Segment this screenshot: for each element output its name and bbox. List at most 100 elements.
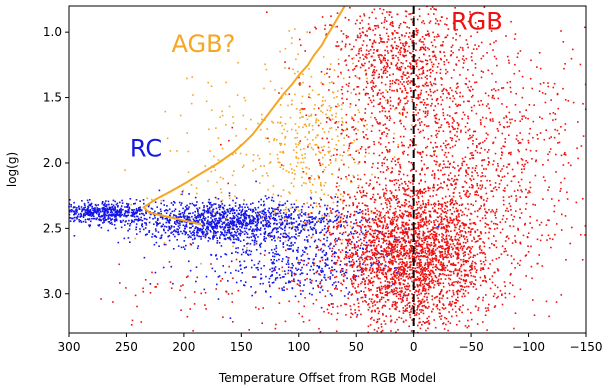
- data-point: [129, 241, 131, 243]
- data-point: [370, 210, 373, 212]
- data-point: [135, 223, 138, 225]
- data-point: [285, 93, 287, 96]
- data-point: [311, 124, 314, 127]
- data-point: [96, 209, 98, 211]
- data-point: [123, 215, 125, 217]
- data-point: [417, 216, 419, 219]
- data-point: [428, 235, 430, 238]
- data-point: [259, 233, 262, 235]
- data-point: [120, 226, 123, 229]
- data-point: [333, 96, 336, 99]
- data-point: [306, 138, 309, 141]
- data-point: [310, 75, 313, 78]
- data-point: [380, 285, 383, 288]
- data-point: [476, 323, 479, 325]
- data-point: [91, 214, 94, 217]
- data-point: [310, 175, 313, 177]
- data-point: [253, 234, 256, 236]
- data-point: [395, 269, 397, 271]
- data-point: [530, 245, 532, 248]
- data-point: [255, 228, 258, 231]
- data-point: [221, 147, 224, 150]
- data-point: [177, 216, 179, 218]
- data-point: [216, 283, 218, 286]
- data-point: [223, 204, 226, 207]
- data-point: [398, 316, 400, 319]
- data-point: [365, 277, 368, 279]
- data-point: [290, 42, 293, 45]
- data-point: [269, 161, 272, 163]
- data-point: [93, 207, 95, 210]
- data-point: [349, 264, 351, 267]
- data-point: [541, 265, 544, 267]
- data-point: [123, 212, 126, 215]
- data-point: [125, 215, 128, 218]
- data-point: [427, 261, 429, 263]
- data-point: [437, 226, 440, 228]
- data-point: [429, 258, 431, 261]
- data-point: [350, 278, 352, 280]
- data-point: [443, 201, 446, 204]
- data-point: [310, 198, 313, 200]
- data-point: [457, 222, 459, 224]
- data-point: [419, 270, 422, 273]
- data-point: [234, 205, 237, 207]
- data-point: [290, 103, 293, 106]
- data-point: [428, 263, 431, 266]
- data-point: [222, 221, 224, 224]
- data-point: [385, 199, 387, 201]
- data-point: [195, 217, 198, 220]
- data-point: [303, 251, 305, 253]
- data-point: [436, 304, 438, 306]
- data-point: [466, 260, 468, 262]
- data-point: [76, 209, 78, 211]
- data-point: [304, 246, 306, 249]
- data-point: [220, 200, 223, 203]
- data-point: [484, 280, 487, 282]
- data-point: [405, 264, 408, 267]
- data-point: [109, 211, 112, 214]
- data-point: [459, 306, 462, 308]
- data-point: [418, 264, 421, 266]
- data-point: [183, 230, 185, 232]
- data-point: [276, 153, 279, 156]
- data-point: [423, 232, 426, 234]
- data-point: [221, 223, 223, 226]
- data-point: [306, 118, 309, 121]
- data-point: [358, 309, 360, 312]
- data-point: [343, 295, 346, 297]
- data-point: [402, 233, 404, 235]
- data-point: [272, 193, 275, 196]
- data-point: [279, 240, 281, 242]
- data-point: [318, 273, 320, 275]
- data-point: [105, 208, 108, 211]
- data-point: [287, 208, 290, 211]
- data-point: [482, 241, 484, 243]
- data-point: [415, 245, 417, 248]
- data-point: [236, 230, 239, 233]
- data-point: [259, 252, 262, 255]
- data-point: [463, 255, 465, 257]
- data-point: [442, 262, 445, 264]
- data-point: [391, 223, 394, 226]
- data-point: [366, 77, 368, 80]
- data-point: [371, 254, 374, 256]
- data-point: [341, 283, 344, 286]
- data-point: [425, 206, 427, 209]
- data-point: [320, 189, 323, 191]
- data-point: [163, 229, 165, 232]
- data-point: [408, 306, 411, 308]
- data-point: [401, 258, 403, 261]
- data-point: [462, 279, 465, 282]
- data-point: [307, 240, 309, 243]
- data-point: [89, 204, 92, 207]
- data-point: [247, 206, 249, 209]
- data-point: [440, 254, 442, 256]
- data-point: [296, 269, 298, 271]
- data-point: [425, 218, 427, 220]
- data-point: [425, 212, 427, 214]
- data-point: [383, 192, 385, 194]
- data-point: [438, 164, 440, 166]
- data-point: [268, 236, 270, 238]
- data-point: [268, 140, 271, 143]
